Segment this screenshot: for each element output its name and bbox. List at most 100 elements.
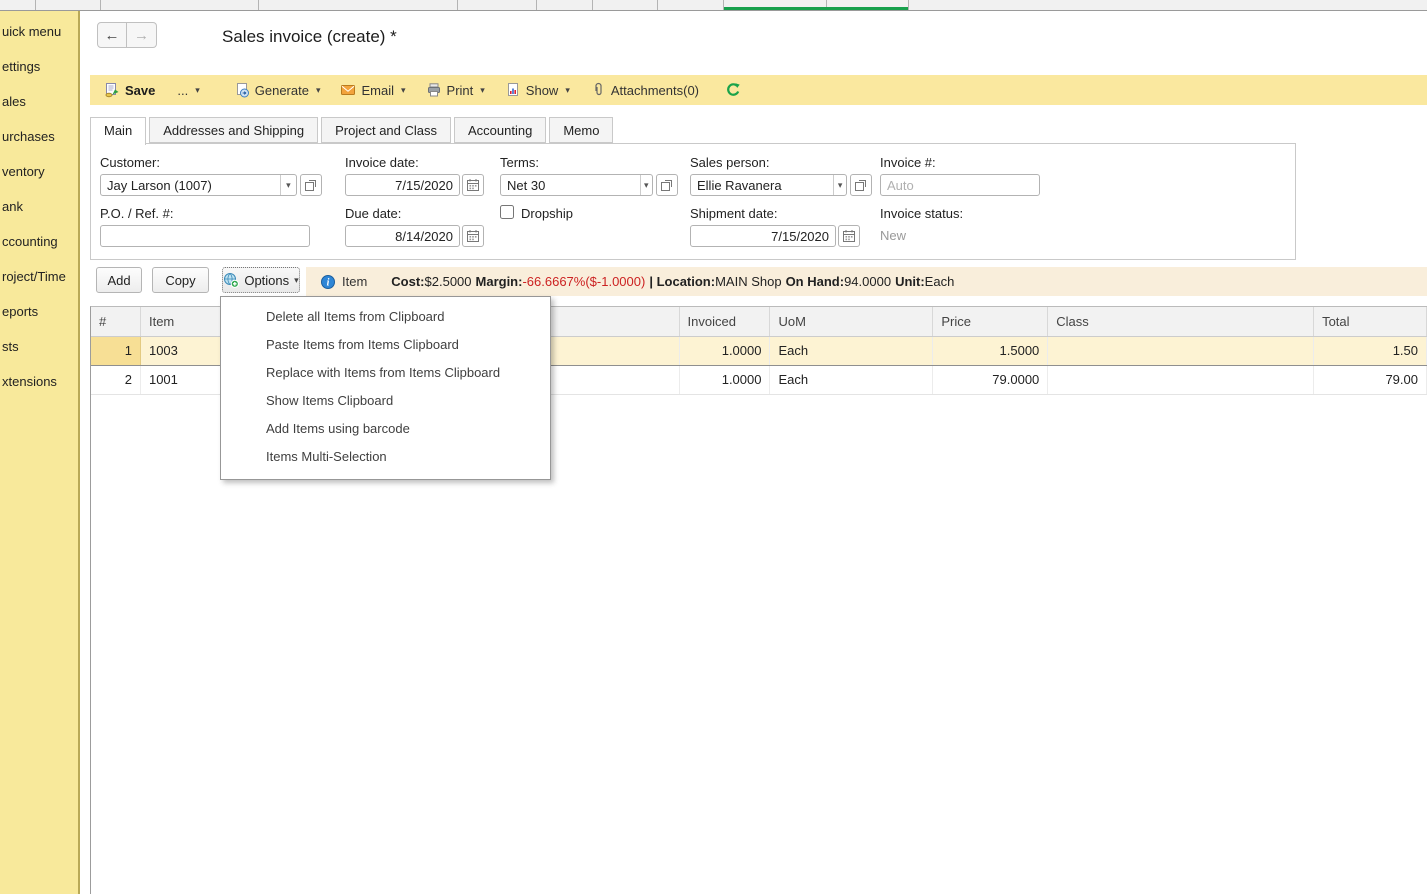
column-header-invoiced[interactable]: Invoiced: [680, 307, 771, 336]
invoice-date-calendar-button[interactable]: [462, 174, 484, 196]
generate-button[interactable]: Generate ▾: [234, 82, 320, 98]
menu-item-items-multi-selection[interactable]: Items Multi-Selection: [266, 449, 387, 464]
chevron-down-icon: ▾: [480, 84, 485, 95]
attachments-button[interactable]: Attachments(0): [590, 82, 699, 98]
invoice-date-input[interactable]: [345, 174, 460, 196]
invoiced-cell[interactable]: 1.0000: [680, 366, 771, 394]
save-label: Save: [125, 82, 156, 98]
show-button[interactable]: Show ▾: [505, 82, 570, 98]
class-cell[interactable]: [1048, 366, 1315, 394]
customer-label: Customer:: [100, 155, 160, 170]
menu-item-paste-items-from-items-clipboard[interactable]: Paste Items from Items Clipboard: [266, 337, 459, 352]
add-button[interactable]: Add: [96, 267, 142, 293]
tab-main[interactable]: Main: [90, 117, 147, 145]
sidebar-item-project-time[interactable]: roject/Time: [2, 269, 66, 284]
tab-separator: [35, 0, 36, 10]
sidebar-item-accounting[interactable]: ccounting: [2, 234, 58, 249]
uom-cell[interactable]: Each: [770, 337, 934, 365]
sidebar-item-reports[interactable]: eports: [2, 304, 39, 319]
invoiced-cell[interactable]: 1.0000: [680, 337, 771, 365]
sidebar-item-settings[interactable]: ettings: [2, 59, 41, 74]
menu-item-show-items-clipboard[interactable]: Show Items Clipboard: [266, 393, 394, 408]
chevron-down-icon: ▾: [565, 84, 570, 95]
tab-accounting[interactable]: Accounting: [454, 117, 547, 143]
column-header-class[interactable]: Class: [1048, 307, 1315, 336]
calendar-icon: [465, 228, 481, 244]
tab-separator: [592, 0, 593, 10]
terms-input[interactable]: [501, 175, 640, 195]
generate-label: Generate: [254, 82, 309, 98]
sales-person-dropdown-button[interactable]: ▾: [833, 175, 846, 195]
menu-item-replace-with-items-from-items-clipboard[interactable]: Replace with Items from Items Clipboard: [266, 365, 501, 380]
table-row[interactable]: 2 1001 1.0000 Each 79.0000 79.00: [91, 366, 1427, 395]
on-hand-label: On Hand:: [785, 274, 845, 289]
tab-memo[interactable]: Memo: [549, 117, 614, 143]
column-header-description[interactable]: [311, 307, 680, 336]
attachments-label: Attachments(0): [610, 82, 700, 98]
column-header-number[interactable]: #: [91, 307, 141, 336]
chevron-down-icon: ▾: [401, 84, 406, 95]
price-cell[interactable]: 1.5000: [933, 337, 1049, 365]
back-button[interactable]: ←: [97, 22, 127, 48]
column-header-uom[interactable]: UoM: [770, 307, 934, 336]
calendar-icon: [465, 177, 481, 193]
unit-label: Unit:: [895, 274, 925, 289]
menu-item-delete-all-items-from-clipboard[interactable]: Delete all Items from Clipboard: [266, 309, 445, 324]
tab-separator: [826, 0, 827, 10]
menu-item-add-items-using-barcode[interactable]: Add Items using barcode: [266, 421, 410, 436]
customer-combobox: ▾: [100, 174, 297, 196]
save-button[interactable]: Save: [104, 82, 155, 98]
tab-addresses-and-shipping[interactable]: Addresses and Shipping: [149, 117, 319, 143]
dropship-label: Dropship: [521, 206, 574, 221]
sidebar-item-bank[interactable]: ank: [2, 199, 23, 214]
column-header-price[interactable]: Price: [933, 307, 1049, 336]
options-button[interactable]: Options ▾: [222, 267, 300, 293]
customer-input[interactable]: [101, 175, 280, 195]
print-icon: [426, 82, 442, 98]
chevron-down-icon: ▾: [643, 179, 649, 190]
price-cell[interactable]: 79.0000: [933, 366, 1049, 394]
info-icon: i: [320, 274, 336, 290]
sales-person-lookup-button[interactable]: [850, 174, 872, 196]
terms-lookup-button[interactable]: [656, 174, 678, 196]
tab-separator: [657, 0, 658, 10]
sidebar-item-purchases[interactable]: urchases: [2, 129, 55, 144]
customer-dropdown-button[interactable]: ▾: [279, 175, 296, 195]
forward-button[interactable]: →: [127, 22, 157, 48]
description-cell[interactable]: [311, 337, 680, 365]
email-button[interactable]: Email ▾: [340, 82, 406, 98]
page-title: Sales invoice (create) *: [222, 27, 397, 46]
description-cell[interactable]: [311, 366, 680, 394]
sidebar-item-inventory[interactable]: ventory: [2, 164, 45, 179]
shipment-date-input[interactable]: [690, 225, 836, 247]
po-ref-input[interactable]: [100, 225, 310, 247]
class-cell[interactable]: [1048, 337, 1315, 365]
tab-separator: [258, 0, 259, 10]
sidebar-item-lists[interactable]: sts: [2, 339, 19, 354]
due-date-calendar-button[interactable]: [462, 225, 484, 247]
refresh-button[interactable]: [725, 82, 741, 98]
shipment-date-calendar-button[interactable]: [838, 225, 860, 247]
copy-button[interactable]: Copy: [152, 267, 209, 293]
more-actions-button[interactable]: ... ▾: [177, 83, 199, 98]
column-header-total[interactable]: Total: [1314, 307, 1427, 336]
popout-icon: [659, 177, 675, 193]
dropship-checkbox[interactable]: [500, 205, 514, 219]
customer-lookup-button[interactable]: [300, 174, 322, 196]
sidebar-item-extensions[interactable]: xtensions: [2, 374, 57, 389]
sidebar-item-quick-menu[interactable]: uick menu: [2, 24, 62, 39]
shipment-date-label: Shipment date:: [690, 206, 778, 221]
sidebar-item-sales[interactable]: ales: [2, 94, 26, 109]
tab-separator: [457, 0, 458, 10]
uom-cell[interactable]: Each: [770, 366, 934, 394]
browser-tab-strip[interactable]: [0, 0, 1427, 11]
print-button[interactable]: Print ▾: [426, 82, 485, 98]
tab-project-and-class[interactable]: Project and Class: [321, 117, 452, 143]
invoice-number-input[interactable]: [880, 174, 1040, 196]
due-date-input[interactable]: [345, 225, 460, 247]
email-icon: [340, 82, 356, 98]
unit-value: Each: [924, 274, 955, 289]
invoice-number-label: Invoice #:: [880, 155, 936, 170]
terms-dropdown-button[interactable]: ▾: [639, 175, 653, 195]
sales-person-input[interactable]: [691, 175, 834, 195]
